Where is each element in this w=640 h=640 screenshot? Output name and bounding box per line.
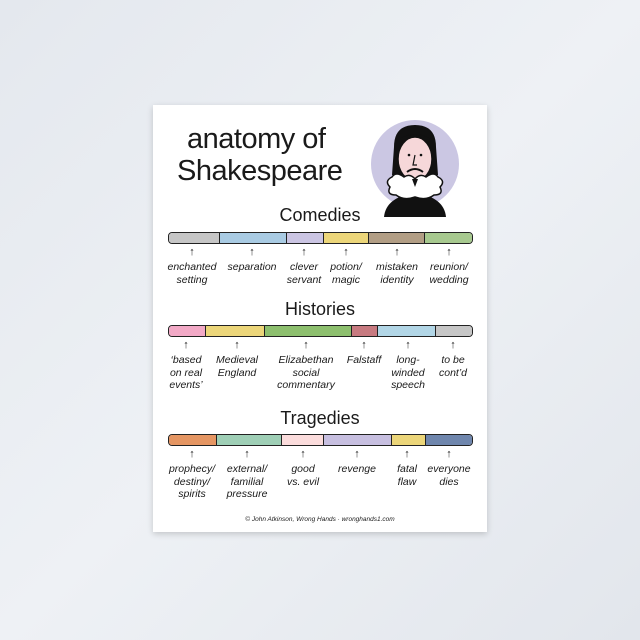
segment-label: ↑ Elizabethan social commentary: [277, 338, 335, 392]
segment-label-text: fatal flaw: [397, 463, 417, 488]
segment-label-text: Elizabethan social commentary: [277, 354, 335, 391]
shakespeare-portrait-icon: [371, 120, 459, 217]
segment-label: ↑ revenge: [338, 447, 376, 476]
title-line-2: Shakespeare: [177, 155, 343, 187]
timeline-bar-comedies: [168, 232, 473, 244]
segment-label: ↑ mistaken identity: [376, 245, 418, 286]
segment-label: ↑ separation: [227, 245, 276, 274]
arrow-up-icon: ↑: [303, 339, 309, 351]
credit: © John Atkinson, Wrong Hands · wronghand…: [245, 516, 395, 523]
arrow-up-icon: ↑: [446, 246, 452, 258]
arrow-up-icon: ↑: [300, 448, 306, 460]
segment-label: ↑ enchanted setting: [167, 245, 216, 286]
arrow-up-icon: ↑: [405, 339, 411, 351]
bar-segment: [324, 233, 369, 243]
segment-label-text: prophecy/ destiny/ spirits: [168, 463, 216, 500]
segment-label-text: to be cont’d: [438, 354, 468, 379]
segment-label-text: revenge: [338, 463, 376, 475]
segment-label-text: external/ familial pressure: [226, 463, 268, 500]
bar-segment: [282, 435, 324, 445]
bar-segment: [287, 233, 324, 243]
segment-label: ↑ potion/ magic: [330, 245, 362, 286]
arrow-up-icon: ↑: [234, 339, 240, 351]
arrow-up-icon: ↑: [354, 448, 360, 460]
section-title-histories: Histories: [284, 299, 355, 319]
section-title-comedies: Comedies: [279, 205, 361, 225]
segment-label: ↑ clever servant: [287, 245, 321, 286]
segment-label: ↑ long- winded speech: [391, 338, 425, 392]
bar-segment: [169, 233, 220, 243]
poster: anatomy of Shakespeare Comedies ↑ enchante…: [153, 105, 487, 532]
bar-segment: [220, 233, 287, 243]
bar-segment: [217, 435, 282, 445]
segment-label: ↑ ‘based on real events’: [169, 338, 202, 392]
segment-label-text: everyone dies: [427, 463, 471, 488]
bar-segment: [436, 326, 472, 336]
bar-segment: [425, 233, 472, 243]
arrow-up-icon: ↑: [446, 448, 452, 460]
segment-label-text: enchanted setting: [167, 261, 217, 286]
arrow-up-icon: ↑: [301, 246, 307, 258]
arrow-up-icon: ↑: [189, 448, 195, 460]
segment-label-text: Medieval England: [215, 354, 259, 379]
segment-label-text: clever servant: [286, 261, 322, 286]
segment-label: ↑ fatal flaw: [397, 447, 417, 488]
segment-label: ↑ reunion/ wedding: [429, 245, 468, 286]
segment-label: ↑ Medieval England: [216, 338, 258, 379]
arrow-up-icon: ↑: [183, 339, 189, 351]
segment-label: ↑ good vs. evil: [287, 447, 319, 488]
bar-segment: [206, 326, 265, 336]
bar-segment: [265, 326, 352, 336]
segment-label: ↑ to be cont’d: [439, 338, 467, 379]
segment-label-text: long- winded speech: [391, 354, 425, 391]
arrow-up-icon: ↑: [249, 246, 255, 258]
segment-label-text: potion/ magic: [330, 261, 362, 286]
bar-segment: [169, 326, 206, 336]
segment-label: ↑ prophecy/ destiny/ spirits: [169, 447, 215, 501]
segment-label-text: Falstaff: [346, 354, 382, 366]
segment-label-text: ‘based on real events’: [169, 354, 203, 391]
bar-segment: [369, 233, 425, 243]
bar-segment: [324, 435, 392, 445]
segment-label: ↑ external/ familial pressure: [227, 447, 268, 501]
arrow-up-icon: ↑: [244, 448, 250, 460]
bar-segment: [169, 435, 217, 445]
bar-segment: [378, 326, 436, 336]
arrow-up-icon: ↑: [343, 246, 349, 258]
segment-label: ↑ Falstaff: [347, 338, 381, 367]
timeline-bar-tragedies: [168, 434, 473, 446]
arrow-up-icon: ↑: [450, 339, 456, 351]
arrow-up-icon: ↑: [189, 246, 195, 258]
segment-label-text: mistaken identity: [375, 261, 419, 286]
bar-segment: [392, 435, 426, 445]
segment-label-text: reunion/ wedding: [429, 261, 469, 286]
arrow-up-icon: ↑: [361, 339, 367, 351]
segment-label-text: separation: [227, 261, 277, 273]
segment-label-text: good vs. evil: [286, 463, 320, 488]
timeline-bar-histories: [168, 325, 473, 337]
arrow-up-icon: ↑: [404, 448, 410, 460]
section-title-tragedies: Tragedies: [280, 408, 360, 428]
title-line-1: anatomy of: [187, 123, 326, 155]
bar-segment: [426, 435, 472, 445]
arrow-up-icon: ↑: [394, 246, 400, 258]
poster-title: anatomy of Shakespeare: [177, 123, 343, 187]
bar-segment: [352, 326, 378, 336]
segment-label: ↑ everyone dies: [427, 447, 470, 488]
